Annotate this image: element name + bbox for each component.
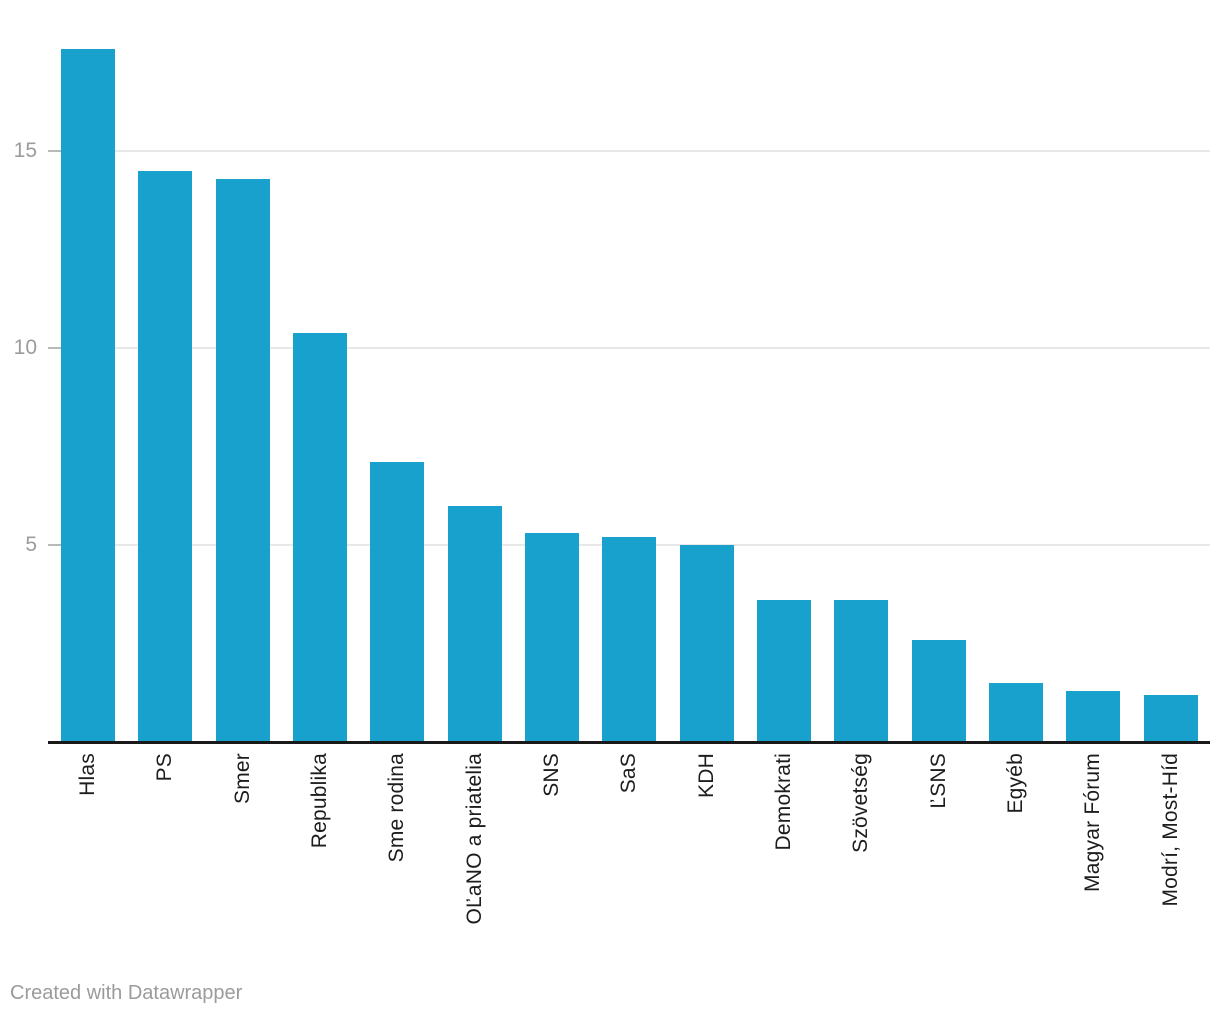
x-axis-label-text: Republika (308, 753, 331, 849)
bar (525, 533, 579, 742)
bar (293, 333, 347, 742)
x-axis-label: PS (150, 753, 180, 781)
gridline (48, 150, 1210, 152)
x-axis-label-text: OĽaNO a priatelia (463, 753, 486, 925)
x-axis-label: Republika (305, 753, 335, 848)
x-axis-label-text: ĽSNS (927, 753, 950, 809)
bar (448, 506, 502, 742)
y-axis-tick (48, 544, 61, 546)
x-axis-label: Smer (228, 753, 258, 804)
y-axis-tick (48, 150, 61, 152)
y-axis-label: 10 (13, 336, 37, 359)
x-axis-label-text: Szövetség (849, 753, 872, 853)
x-axis-label-text: KDH (695, 753, 718, 798)
y-axis-label: 15 (13, 139, 37, 162)
x-axis-label-text: Hlas (76, 753, 99, 796)
x-axis-label-text: Egyéb (1004, 753, 1027, 814)
bar (1066, 691, 1120, 742)
bar (61, 49, 115, 742)
x-axis-label: Modrí, Most-Híd (1156, 753, 1186, 907)
bar (834, 600, 888, 742)
x-axis-label-text: Modrí, Most-Híd (1159, 753, 1182, 907)
x-axis-label: ĽSNS (924, 753, 954, 809)
bar (989, 683, 1043, 742)
y-axis-tick (48, 347, 61, 349)
bar (138, 171, 192, 742)
y-axis-label: 5 (25, 533, 37, 556)
bar (680, 545, 734, 742)
x-axis-label: Magyar Fórum (1078, 753, 1108, 892)
x-axis-label: Hlas (73, 753, 103, 796)
bar (370, 462, 424, 742)
bar (216, 179, 270, 742)
x-axis-label: Egyéb (1001, 753, 1031, 814)
x-axis-label-text: Sme rodina (385, 753, 408, 863)
x-axis-label-text: SNS (540, 753, 563, 797)
bar (912, 640, 966, 742)
x-axis-label: Demokrati (769, 753, 799, 851)
x-axis-label: Szövetség (846, 753, 876, 853)
x-axis-label: Sme rodina (382, 753, 412, 862)
x-axis-label-text: PS (153, 753, 176, 782)
x-axis-label-text: SaS (617, 753, 640, 794)
x-axis-label: OĽaNO a priatelia (460, 753, 490, 924)
x-axis-label-text: Magyar Fórum (1081, 753, 1104, 892)
bar (757, 600, 811, 742)
bar (602, 537, 656, 742)
gridline (48, 347, 1210, 349)
bar (1144, 695, 1198, 742)
baseline-axis (48, 741, 1210, 744)
x-axis-label-text: Demokrati (772, 753, 795, 851)
x-axis-label: SNS (537, 753, 567, 797)
x-axis-label: SaS (614, 753, 644, 793)
x-axis-label-text: Smer (231, 753, 254, 804)
datawrapper-credit-link[interactable]: Created with Datawrapper (10, 982, 243, 1004)
x-axis-label: KDH (692, 753, 722, 798)
